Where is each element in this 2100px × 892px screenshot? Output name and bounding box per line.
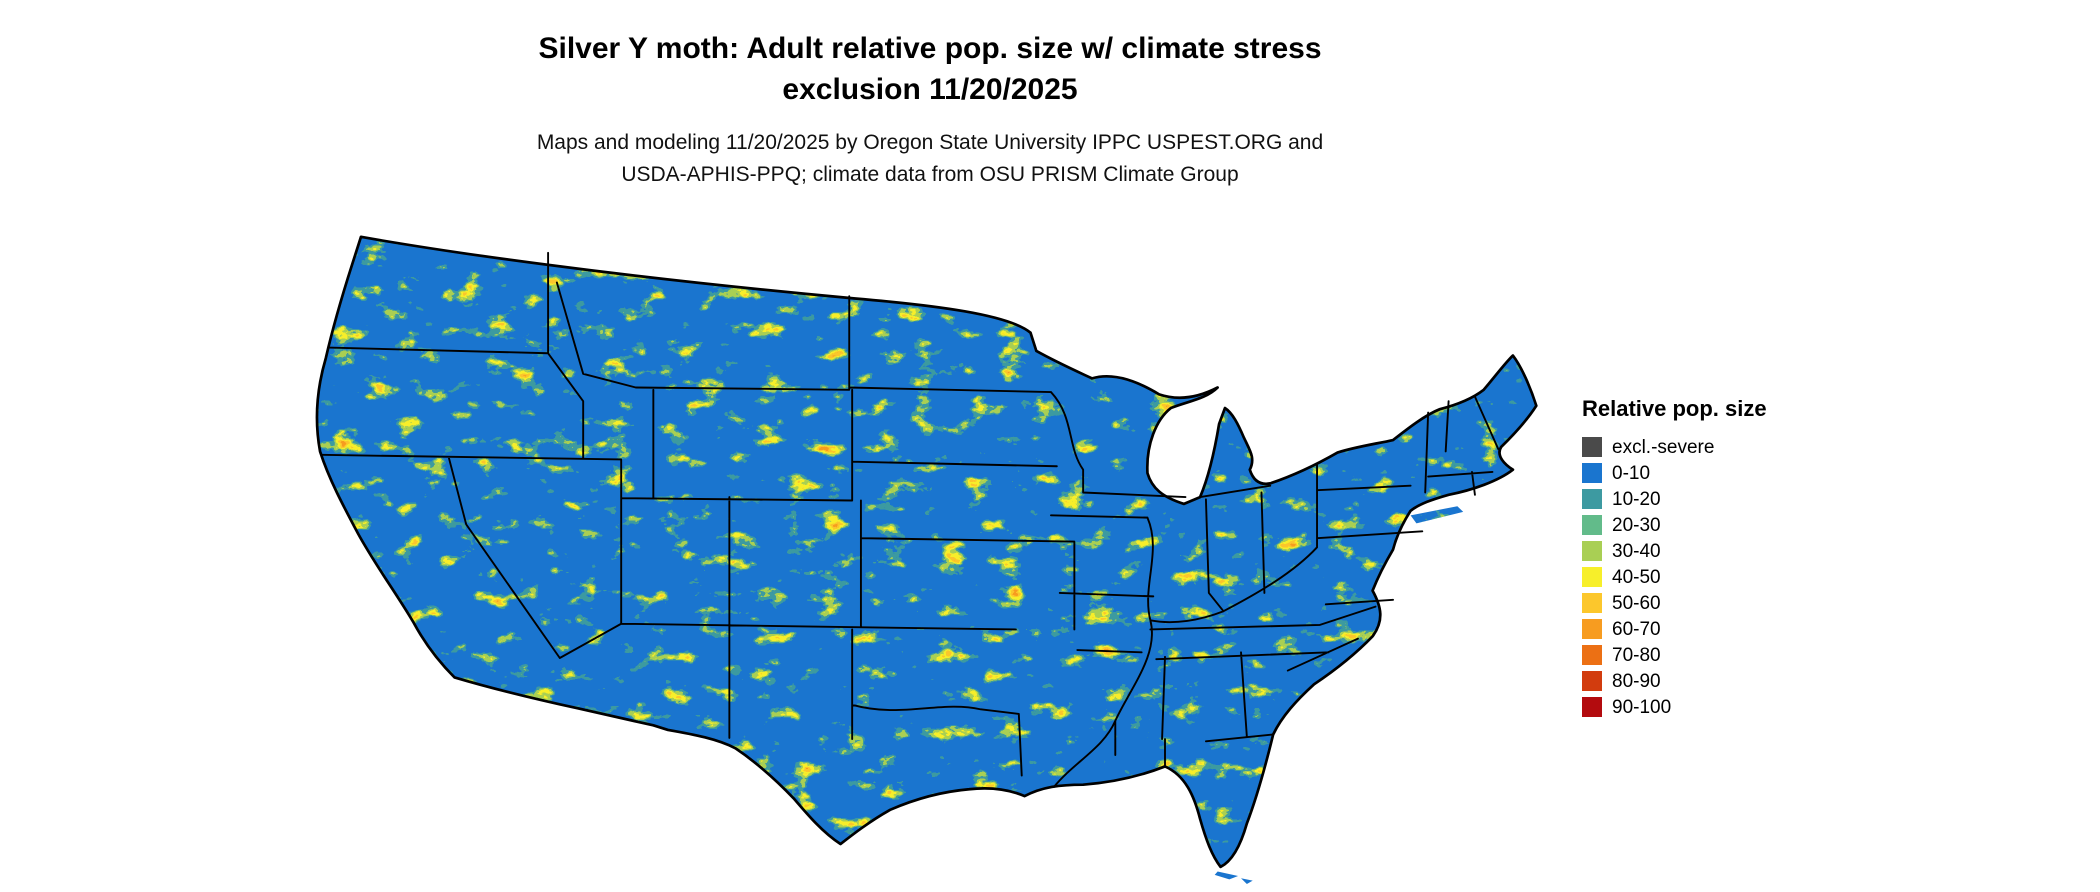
legend-item: 0-10 bbox=[1582, 460, 1842, 486]
legend-swatch bbox=[1582, 541, 1602, 561]
legend-label: 0-10 bbox=[1612, 462, 1651, 484]
us-map-svg bbox=[300, 222, 1550, 884]
legend-swatch bbox=[1582, 489, 1602, 509]
legend-title: Relative pop. size bbox=[1582, 396, 1767, 421]
legend-item: 60-70 bbox=[1582, 616, 1842, 642]
legend-item: 70-80 bbox=[1582, 642, 1842, 668]
legend-item: 80-90 bbox=[1582, 668, 1842, 694]
legend-swatch bbox=[1582, 593, 1602, 613]
legend-label: 40-50 bbox=[1612, 566, 1661, 588]
page-title: Silver Y moth: Adult relative pop. size … bbox=[0, 28, 1860, 111]
legend-label: 70-80 bbox=[1612, 644, 1661, 666]
subtitle-line1: Maps and modeling 11/20/2025 by Oregon S… bbox=[536, 130, 1324, 154]
legend-item: excl.-severe bbox=[1582, 434, 1842, 460]
legend-item: 30-40 bbox=[1582, 538, 1842, 564]
legend-items: excl.-severe 0-10 10-20 20-30 30-40 40-50 50-6… bbox=[1582, 434, 1842, 720]
legend-label: 80-90 bbox=[1612, 670, 1661, 692]
legend-swatch bbox=[1582, 437, 1602, 457]
legend-label: 20-30 bbox=[1612, 514, 1661, 536]
legend-label: excl.-severe bbox=[1612, 436, 1715, 458]
legend-item: 20-30 bbox=[1582, 512, 1842, 538]
title-line1: Silver Y moth: Adult relative pop. size … bbox=[538, 32, 1322, 65]
legend-swatch bbox=[1582, 697, 1602, 717]
legend-item: 40-50 bbox=[1582, 564, 1842, 590]
us-outline bbox=[317, 237, 1536, 867]
legend-label: 60-70 bbox=[1612, 618, 1661, 640]
population-heat-raster bbox=[317, 236, 1537, 884]
legend-swatch bbox=[1582, 645, 1602, 665]
legend-swatch bbox=[1582, 515, 1602, 535]
legend-swatch bbox=[1582, 671, 1602, 691]
legend-label: 50-60 bbox=[1612, 592, 1661, 614]
us-map-canvas bbox=[300, 222, 1550, 884]
page-subtitle: Maps and modeling 11/20/2025 by Oregon S… bbox=[0, 127, 1860, 192]
legend-label: 90-100 bbox=[1612, 696, 1672, 718]
legend-swatch bbox=[1582, 619, 1602, 639]
map-header: Silver Y moth: Adult relative pop. size … bbox=[0, 28, 1860, 192]
legend: Relative pop. size excl.-severe 0-10 10-20… bbox=[1582, 396, 1842, 720]
legend-swatch bbox=[1582, 463, 1602, 483]
subtitle-line2: USDA-APHIS-PPQ; climate data from OSU PR… bbox=[621, 163, 1239, 187]
legend-label: 10-20 bbox=[1612, 488, 1661, 510]
title-line2: exclusion 11/20/2025 bbox=[782, 73, 1078, 107]
legend-item: 50-60 bbox=[1582, 590, 1842, 616]
legend-item: 10-20 bbox=[1582, 486, 1842, 512]
legend-label: 30-40 bbox=[1612, 540, 1661, 562]
state-borders bbox=[322, 253, 1499, 787]
legend-item: 90-100 bbox=[1582, 694, 1842, 720]
legend-swatch bbox=[1582, 567, 1602, 587]
